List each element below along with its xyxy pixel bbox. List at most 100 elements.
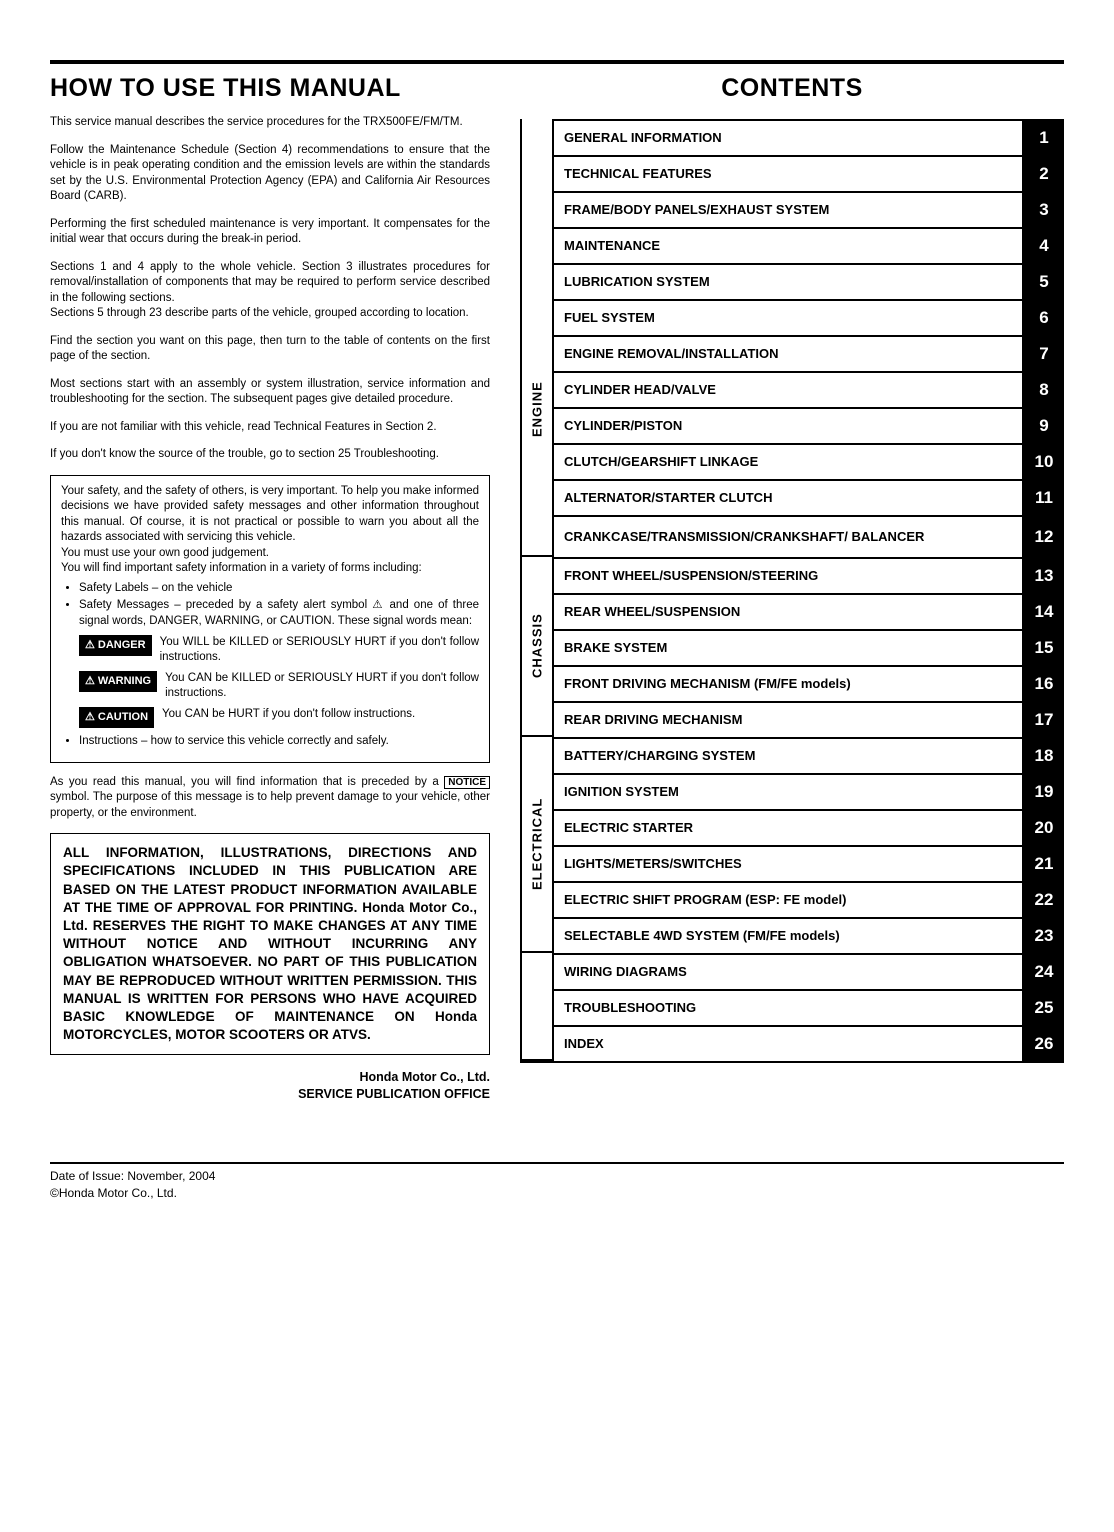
toc-row-number: 1 bbox=[1022, 121, 1064, 155]
danger-text: You WILL be KILLED or SERIOUSLY HURT if … bbox=[160, 635, 479, 665]
safety-bullets: Safety Labels – on the vehicle Safety Me… bbox=[61, 581, 479, 630]
toc-row-number: 9 bbox=[1022, 409, 1064, 443]
toc-row-label: TECHNICAL FEATURES bbox=[552, 157, 1022, 191]
toc-group-chassis: CHASSIS bbox=[522, 557, 552, 737]
toc-row-label: BRAKE SYSTEM bbox=[552, 631, 1022, 665]
toc-row: FRAME/BODY PANELS/EXHAUST SYSTEM3 bbox=[552, 191, 1064, 227]
signature-block: Honda Motor Co., Ltd. SERVICE PUBLICATIO… bbox=[50, 1069, 490, 1102]
toc-rows: GENERAL INFORMATION1TECHNICAL FEATURES2F… bbox=[552, 119, 1064, 1061]
toc-row-number: 12 bbox=[1022, 517, 1064, 557]
bullet-instructions: Instructions – how to service this vehic… bbox=[79, 734, 479, 750]
contents-title: CONTENTS bbox=[520, 74, 1064, 103]
warning-row: ⚠ WARNING You CAN be KILLED or SERIOUSLY… bbox=[61, 671, 479, 701]
toc-row-number: 26 bbox=[1022, 1027, 1064, 1061]
toc-row-number: 25 bbox=[1022, 991, 1064, 1025]
caution-tag: ⚠ CAUTION bbox=[79, 707, 154, 728]
toc-row-label: IGNITION SYSTEM bbox=[552, 775, 1022, 809]
toc-row-number: 17 bbox=[1022, 703, 1064, 737]
safety-intro: Your safety, and the safety of others, i… bbox=[61, 484, 479, 546]
bullet-messages: Safety Messages – preceded by a safety a… bbox=[79, 598, 479, 629]
toc-row: ENGINE REMOVAL/INSTALLATION7 bbox=[552, 335, 1064, 371]
disclaimer-box: ALL INFORMATION, ILLUSTRATIONS, DIRECTIO… bbox=[50, 833, 490, 1055]
toc-row: BATTERY/CHARGING SYSTEM18 bbox=[552, 737, 1064, 773]
toc-row: REAR DRIVING MECHANISM17 bbox=[552, 701, 1064, 737]
toc-row: FRONT WHEEL/SUSPENSION/STEERING13 bbox=[552, 557, 1064, 593]
intro-p3: Performing the first scheduled maintenan… bbox=[50, 217, 490, 248]
toc-row-number: 11 bbox=[1022, 481, 1064, 515]
toc-row-number: 8 bbox=[1022, 373, 1064, 407]
toc-row-number: 15 bbox=[1022, 631, 1064, 665]
toc-row-label: FRAME/BODY PANELS/EXHAUST SYSTEM bbox=[552, 193, 1022, 227]
page: HOW TO USE THIS MANUAL This service manu… bbox=[0, 0, 1114, 1242]
toc-row: LUBRICATION SYSTEM5 bbox=[552, 263, 1064, 299]
intro-text: This service manual describes the servic… bbox=[50, 115, 490, 463]
toc-row: TROUBLESHOOTING25 bbox=[552, 989, 1064, 1025]
toc-row-number: 2 bbox=[1022, 157, 1064, 191]
intro-p5: Find the section you want on this page, … bbox=[50, 334, 490, 365]
toc-row-number: 5 bbox=[1022, 265, 1064, 299]
toc-row-number: 24 bbox=[1022, 955, 1064, 989]
intro-p2: Follow the Maintenance Schedule (Section… bbox=[50, 143, 490, 205]
toc-row-number: 6 bbox=[1022, 301, 1064, 335]
toc-row-label: CYLINDER HEAD/VALVE bbox=[552, 373, 1022, 407]
toc-row-label: CYLINDER/PISTON bbox=[552, 409, 1022, 443]
footer-copyright: ©Honda Motor Co., Ltd. bbox=[50, 1185, 1064, 1202]
toc-row: IGNITION SYSTEM19 bbox=[552, 773, 1064, 809]
toc-row: TECHNICAL FEATURES2 bbox=[552, 155, 1064, 191]
toc-row-number: 23 bbox=[1022, 919, 1064, 953]
toc-row: INDEX26 bbox=[552, 1025, 1064, 1061]
toc-row-label: BATTERY/CHARGING SYSTEM bbox=[552, 739, 1022, 773]
toc-row-label: FRONT WHEEL/SUSPENSION/STEERING bbox=[552, 559, 1022, 593]
notice-paragraph: As you read this manual, you will find i… bbox=[50, 775, 490, 822]
toc-row-number: 7 bbox=[1022, 337, 1064, 371]
toc-row-number: 3 bbox=[1022, 193, 1064, 227]
toc-row-number: 10 bbox=[1022, 445, 1064, 479]
right-column: CONTENTS ENGINECHASSISELECTRICAL GENERAL… bbox=[520, 74, 1064, 1102]
toc-row: WIRING DIAGRAMS24 bbox=[552, 953, 1064, 989]
two-column-layout: HOW TO USE THIS MANUAL This service manu… bbox=[50, 74, 1064, 1102]
toc-row-number: 13 bbox=[1022, 559, 1064, 593]
safety-forms: You will find important safety informati… bbox=[61, 561, 479, 577]
toc-row: BRAKE SYSTEM15 bbox=[552, 629, 1064, 665]
intro-p7: If you are not familiar with this vehicl… bbox=[50, 420, 490, 436]
toc-row: REAR WHEEL/SUSPENSION14 bbox=[552, 593, 1064, 629]
toc-group-column: ENGINECHASSISELECTRICAL bbox=[522, 119, 552, 1061]
footer-date: Date of Issue: November, 2004 bbox=[50, 1168, 1064, 1185]
left-title: HOW TO USE THIS MANUAL bbox=[50, 74, 490, 103]
toc-row: MAINTENANCE4 bbox=[552, 227, 1064, 263]
toc-row-label: GENERAL INFORMATION bbox=[552, 121, 1022, 155]
toc-group-engine: ENGINE bbox=[522, 263, 552, 557]
toc-row-number: 16 bbox=[1022, 667, 1064, 701]
toc-group-spacer bbox=[522, 119, 552, 263]
toc-row: ELECTRIC SHIFT PROGRAM (ESP: FE model)22 bbox=[552, 881, 1064, 917]
toc-row-label: REAR WHEEL/SUSPENSION bbox=[552, 595, 1022, 629]
toc-row: CLUTCH/GEARSHIFT LINKAGE10 bbox=[552, 443, 1064, 479]
toc-row-number: 18 bbox=[1022, 739, 1064, 773]
sig-line2: SERVICE PUBLICATION OFFICE bbox=[50, 1086, 490, 1102]
toc-row-label: INDEX bbox=[552, 1027, 1022, 1061]
intro-p1: This service manual describes the servic… bbox=[50, 115, 490, 131]
toc-row: CRANKCASE/TRANSMISSION/CRANKSHAFT/ BALAN… bbox=[552, 515, 1064, 557]
sig-line1: Honda Motor Co., Ltd. bbox=[50, 1069, 490, 1085]
toc-row: SELECTABLE 4WD SYSTEM (FM/FE models)23 bbox=[552, 917, 1064, 953]
toc-row: FUEL SYSTEM6 bbox=[552, 299, 1064, 335]
toc-row-number: 20 bbox=[1022, 811, 1064, 845]
warning-tag: ⚠ WARNING bbox=[79, 671, 157, 692]
left-column: HOW TO USE THIS MANUAL This service manu… bbox=[50, 74, 490, 1102]
caution-text: You CAN be HURT if you don't follow inst… bbox=[162, 707, 415, 722]
toc-row: FRONT DRIVING MECHANISM (FM/FE models)16 bbox=[552, 665, 1064, 701]
caution-row: ⚠ CAUTION You CAN be HURT if you don't f… bbox=[61, 707, 479, 728]
toc-row: ALTERNATOR/STARTER CLUTCH11 bbox=[552, 479, 1064, 515]
toc-row-label: CLUTCH/GEARSHIFT LINKAGE bbox=[552, 445, 1022, 479]
toc-row-label: MAINTENANCE bbox=[552, 229, 1022, 263]
toc-row-number: 22 bbox=[1022, 883, 1064, 917]
footer: Date of Issue: November, 2004 ©Honda Mot… bbox=[50, 1164, 1064, 1202]
toc-row-label: ENGINE REMOVAL/INSTALLATION bbox=[552, 337, 1022, 371]
toc-row-number: 4 bbox=[1022, 229, 1064, 263]
safety-bullets-2: Instructions – how to service this vehic… bbox=[61, 734, 479, 750]
toc-row-label: TROUBLESHOOTING bbox=[552, 991, 1022, 1025]
top-rule bbox=[50, 60, 1064, 64]
intro-p8: If you don't know the source of the trou… bbox=[50, 447, 490, 463]
toc-row-label: ELECTRIC SHIFT PROGRAM (ESP: FE model) bbox=[552, 883, 1022, 917]
toc-row: ELECTRIC STARTER20 bbox=[552, 809, 1064, 845]
